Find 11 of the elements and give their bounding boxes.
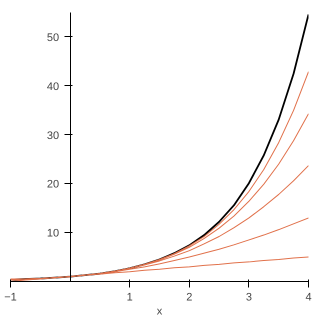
x-axis-title: x [156,306,163,318]
x-tick-label: 1 [126,292,133,304]
y-tick-label: 20 [46,178,60,191]
y-tick-label: 40 [46,80,60,93]
x-tick-label: −1 [4,292,17,304]
x-tick-label: 2 [186,292,192,304]
x-tick-label: 4 [305,292,312,304]
y-tick-label: 50 [46,32,60,44]
y-tick-label: 30 [46,130,60,142]
x-tick-label: 3 [246,292,252,304]
y-tick-label: 10 [46,228,60,240]
